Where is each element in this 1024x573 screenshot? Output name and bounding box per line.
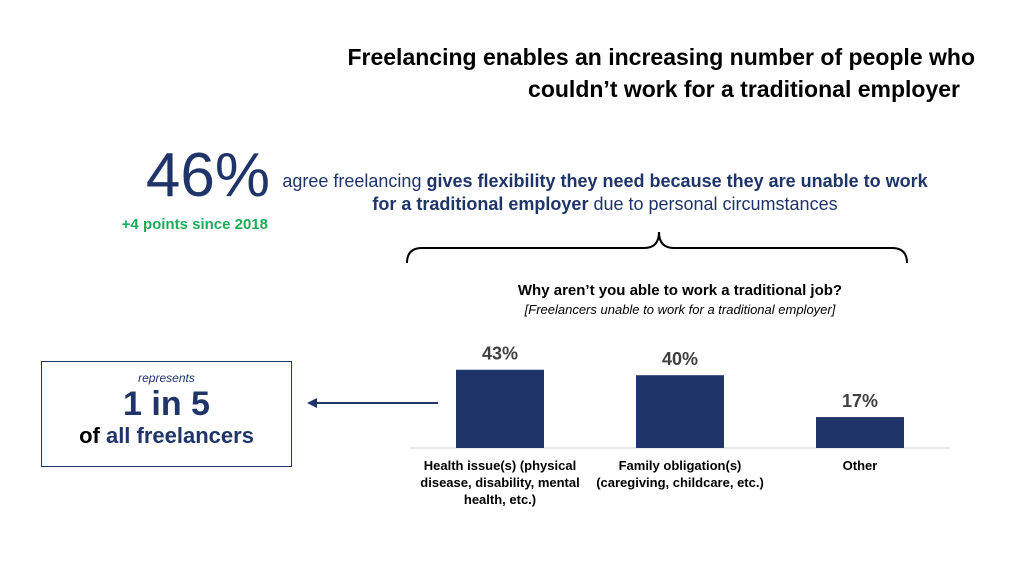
- statement-text: due to personal circumstances: [588, 194, 838, 214]
- slide-title-1: Freelancing enables an increasing number…: [347, 44, 975, 70]
- box-bottom-plain: of: [79, 423, 106, 448]
- statement: agree freelancing gives flexibility they…: [280, 170, 930, 216]
- value-label: 43%: [482, 344, 518, 364]
- x-tick-label: Family obligation(s) (caregiving, childc…: [596, 458, 764, 490]
- box-bottom-bold: all freelancers: [105, 423, 254, 448]
- box-top: represents: [138, 371, 195, 385]
- callout-box: represents 1 in 5 of all freelancers: [41, 361, 292, 467]
- stat: 46%: [145, 141, 270, 210]
- statement-text: agree freelancing: [282, 171, 427, 191]
- bar: [636, 375, 724, 448]
- box-bottom: of all freelancers: [42, 423, 291, 449]
- x-tick-label: Health issue(s) (physical disease, disab…: [420, 458, 580, 507]
- box-middle: 1 in 5: [123, 385, 210, 423]
- x-tick-label: Other: [842, 458, 878, 473]
- chart-title: Why aren’t you able to work a traditiona…: [517, 282, 843, 299]
- chart-subtitle: [Freelancers unable to work for a tradit…: [524, 302, 836, 317]
- statement-bold: gives flexibility they need because they…: [372, 171, 928, 214]
- bar: [456, 369, 544, 448]
- arrow-head: [307, 398, 317, 408]
- slide-title-2: couldn’t work for a traditional employer: [528, 76, 960, 102]
- brace: [406, 231, 908, 264]
- value-label: 40%: [662, 349, 698, 369]
- stat-change: +4 points since 2018: [121, 216, 268, 233]
- value-label: 17%: [842, 391, 878, 411]
- bar: [816, 417, 904, 448]
